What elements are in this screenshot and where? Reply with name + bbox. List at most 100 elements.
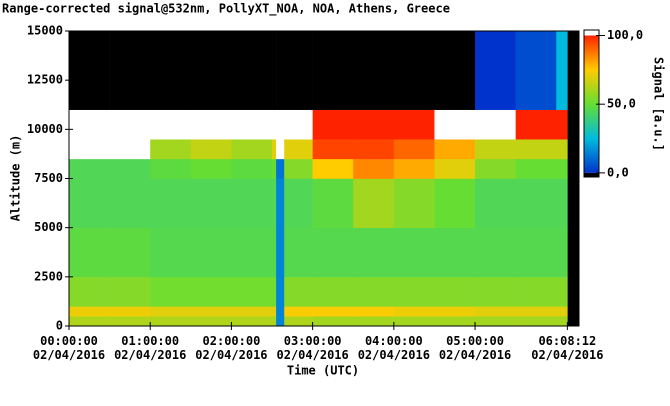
heatmap-cell: [109, 178, 151, 228]
heatmap-cell: [475, 139, 516, 160]
y-tick-label: 0: [56, 319, 63, 333]
x-tick-label: 00:00:00 02/04/2016: [33, 334, 105, 362]
heatmap-cell: [515, 227, 557, 278]
heatmap-cell: [231, 109, 273, 140]
heatmap-cell: [434, 31, 476, 110]
heatmap-cell: [475, 227, 516, 278]
colorbar-frame: [583, 29, 600, 178]
heatmap-cell: [190, 109, 232, 140]
heatmap-cell: [567, 227, 580, 278]
heatmap-cell: [515, 109, 557, 140]
heatmap-cell: [150, 306, 192, 317]
heatmap-cell: [231, 178, 273, 228]
colorbar-gradient: [584, 35, 599, 173]
heatmap-cell: [284, 178, 313, 228]
heatmap-cell: [272, 31, 277, 110]
heatmap-cell: [475, 158, 516, 179]
heatmap-cell: [353, 109, 395, 140]
heatmap-cell: [312, 158, 354, 179]
heatmap-cell: [231, 316, 273, 327]
heatmap-cell: [556, 109, 568, 140]
heatmap-cell: [393, 109, 435, 140]
heatmap-cell: [567, 316, 580, 327]
heatmap-cell: [393, 227, 435, 278]
heatmap-cell: [515, 139, 557, 160]
colorbar-tick-label: 100,0: [607, 28, 643, 42]
heatmap-cell: [284, 306, 313, 317]
heatmap-cell: [276, 178, 285, 228]
y-tick-label: 7500: [34, 171, 63, 185]
heatmap-cell: [556, 276, 568, 307]
heatmap-cell: [69, 227, 110, 278]
heatmap-cell: [272, 139, 277, 160]
heatmap-cell: [434, 178, 476, 228]
heatmap-cell: [150, 139, 192, 160]
heatmap-cell: [434, 306, 476, 317]
heatmap-cell: [393, 276, 435, 307]
heatmap-cell: [434, 316, 476, 327]
heatmap-cell: [393, 31, 435, 110]
heatmap-cell: [515, 158, 557, 179]
colorbar-under: [584, 172, 599, 177]
heatmap-cell: [272, 276, 277, 307]
heatmap-cell: [393, 306, 435, 317]
x-tick-label: 02:00:00 02/04/2016: [195, 334, 267, 362]
heatmap-cell: [567, 276, 580, 307]
heatmap-cell: [276, 139, 285, 160]
heatmap-cell: [276, 227, 285, 278]
heatmap-cell: [567, 158, 580, 179]
heatmap-cell: [353, 178, 395, 228]
heatmap-cell: [231, 158, 273, 179]
heatmap-cell: [434, 227, 476, 278]
heatmap-cell: [284, 276, 313, 307]
heatmap-cell: [231, 276, 273, 307]
heatmap-cell: [150, 31, 192, 110]
y-tick-label: 2500: [34, 269, 63, 283]
heatmap-cell: [150, 276, 192, 307]
y-tick-label: 15000: [27, 24, 63, 38]
heatmap-cell: [312, 178, 354, 228]
x-tick-label: 04:00:00 02/04/2016: [358, 334, 430, 362]
heatmap-cell: [69, 316, 110, 327]
heatmap-cell: [515, 306, 557, 317]
heatmap-cell: [276, 276, 285, 307]
x-tick-label: 06:08:12 02/04/2016: [531, 334, 603, 362]
heatmap-cell: [69, 276, 110, 307]
heatmap-cell: [567, 139, 580, 160]
heatmap-cell: [276, 109, 285, 140]
heatmap-cell: [353, 139, 395, 160]
heatmap-cell: [190, 306, 232, 317]
heatmap-cell: [272, 109, 277, 140]
y-tick-label: 12500: [27, 73, 63, 87]
x-axis-label: Time (UTC): [287, 364, 359, 378]
heatmap-cell: [312, 139, 354, 160]
heatmap-cell: [276, 31, 285, 110]
heatmap-cell: [69, 109, 110, 140]
heatmap-cell: [272, 306, 277, 317]
heatmap-cell: [284, 227, 313, 278]
heatmap-cell: [312, 306, 354, 317]
heatmap-cell: [475, 178, 516, 228]
heatmap-cell: [272, 158, 277, 179]
heatmap-cell: [393, 178, 435, 228]
heatmap-cell: [353, 227, 395, 278]
heatmap-cell: [284, 316, 313, 327]
x-tick-label: 03:00:00 02/04/2016: [277, 334, 349, 362]
heatmap-cell: [190, 31, 232, 110]
colorbar-tick-label: 0,0: [607, 165, 629, 179]
heatmap-cell: [69, 178, 110, 228]
heatmap-cell: [475, 109, 516, 140]
heatmap-cell: [190, 158, 232, 179]
heatmap-cell: [190, 227, 232, 278]
heatmap-cell: [109, 227, 151, 278]
heatmap-cell: [231, 306, 273, 317]
heatmap-cell: [69, 158, 110, 179]
heatmap-cell: [69, 31, 110, 110]
heatmap-cell: [276, 158, 285, 179]
heatmap-cell: [353, 158, 395, 179]
heatmap-cell: [109, 276, 151, 307]
heatmap-cell: [190, 139, 232, 160]
heatmap-cell: [276, 316, 285, 327]
heatmap-cell: [231, 139, 273, 160]
